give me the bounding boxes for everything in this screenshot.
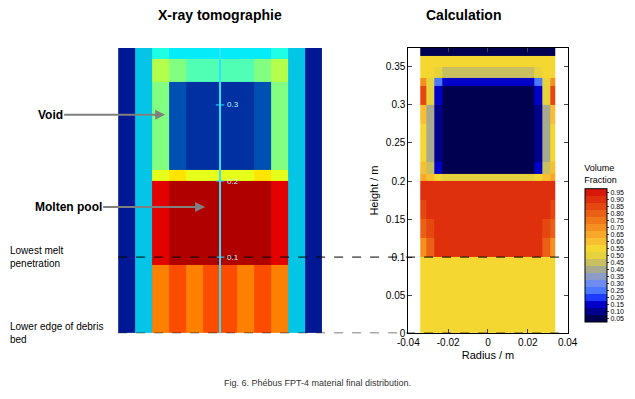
svg-text:0.40: 0.40 <box>610 266 624 273</box>
svg-text:Lower edge of debrisbed: Lower edge of debrisbed <box>10 321 103 345</box>
svg-text:0.05: 0.05 <box>386 290 406 301</box>
svg-text:0.20: 0.20 <box>610 294 624 301</box>
svg-text:0.2: 0.2 <box>391 176 405 187</box>
svg-text:0.35: 0.35 <box>386 61 406 72</box>
svg-text:0.15: 0.15 <box>610 301 624 308</box>
svg-text:0.2: 0.2 <box>227 177 239 186</box>
svg-text:0.55: 0.55 <box>610 245 624 252</box>
svg-text:0.60: 0.60 <box>610 238 624 245</box>
svg-text:0.25: 0.25 <box>610 287 624 294</box>
svg-text:Fig. 6. Phébus FPT-4 material: Fig. 6. Phébus FPT-4 material final dist… <box>224 378 411 388</box>
svg-text:0.70: 0.70 <box>610 224 624 231</box>
svg-text:Radius / m: Radius / m <box>462 349 515 361</box>
svg-text:0.45: 0.45 <box>610 259 624 266</box>
svg-text:0.05: 0.05 <box>610 315 624 322</box>
svg-text:0.25: 0.25 <box>386 137 406 148</box>
svg-text:Calculation: Calculation <box>426 7 501 23</box>
svg-text:0.10: 0.10 <box>610 308 624 315</box>
svg-text:0.1: 0.1 <box>227 253 239 262</box>
svg-text:0.50: 0.50 <box>610 252 624 259</box>
svg-text:0.80: 0.80 <box>610 210 624 217</box>
svg-text:X-ray tomographie: X-ray tomographie <box>158 7 282 23</box>
svg-text:VolumeFraction: VolumeFraction <box>584 163 617 185</box>
svg-text:0.85: 0.85 <box>610 203 624 210</box>
svg-text:0.95: 0.95 <box>610 189 624 196</box>
svg-text:-0.02: -0.02 <box>437 337 460 348</box>
svg-text:0.65: 0.65 <box>610 231 624 238</box>
svg-text:0.02: 0.02 <box>518 337 538 348</box>
svg-text:0.04: 0.04 <box>558 337 578 348</box>
svg-text:0: 0 <box>485 337 491 348</box>
svg-text:0.3: 0.3 <box>227 100 239 109</box>
svg-text:0.3: 0.3 <box>391 99 405 110</box>
svg-text:0: 0 <box>400 328 406 339</box>
svg-text:-0.04: -0.04 <box>397 337 420 348</box>
svg-text:0.75: 0.75 <box>610 217 624 224</box>
svg-text:Molten pool: Molten pool <box>35 200 102 214</box>
svg-text:Height / m: Height / m <box>368 165 380 215</box>
svg-text:0.35: 0.35 <box>610 273 624 280</box>
svg-text:0.30: 0.30 <box>610 280 624 287</box>
svg-text:0.15: 0.15 <box>386 214 406 225</box>
svg-text:Void: Void <box>38 108 63 122</box>
svg-text:0.1: 0.1 <box>391 252 405 263</box>
svg-text:0.90: 0.90 <box>610 196 624 203</box>
svg-text:Lowest meltpenetration: Lowest meltpenetration <box>10 245 64 269</box>
